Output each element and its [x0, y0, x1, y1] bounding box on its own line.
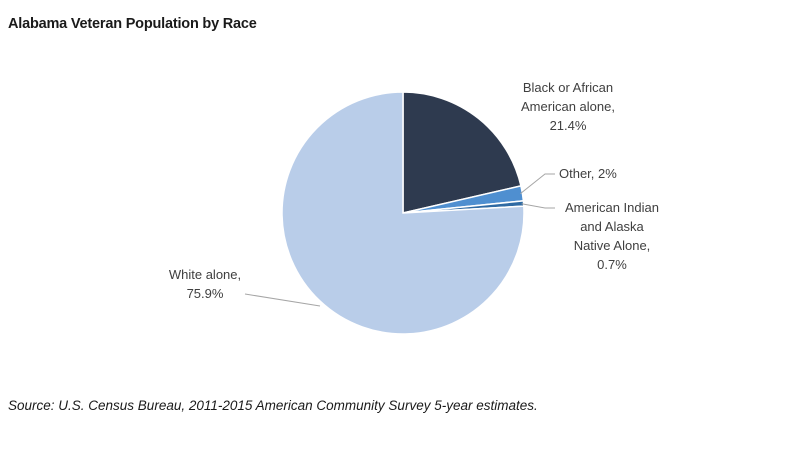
pie-slices [281, 91, 525, 335]
pie-slice [402, 91, 522, 214]
slice-label: Other, 2% [559, 166, 617, 181]
leader-line [520, 173, 555, 194]
slice-label: American Indian and Alaska Native Alone, 0.… [565, 200, 659, 272]
source-note: Source: U.S. Census Bureau, 2011-2015 Am… [8, 398, 538, 413]
slice-label: White alone, 75.9% [169, 267, 241, 301]
leader-lines [244, 173, 555, 307]
slice-label: Black or African American alone, 21.4% [521, 80, 615, 133]
pie-chart: Black or African American alone, 21.4% Othe… [169, 80, 659, 335]
slice-labels: Black or African American alone, 21.4% Othe… [169, 80, 659, 301]
leader-line [521, 203, 555, 209]
leader-line [244, 293, 321, 307]
chart-title: Alabama Veteran Population by Race [8, 16, 257, 32]
pie-slice [281, 91, 525, 335]
